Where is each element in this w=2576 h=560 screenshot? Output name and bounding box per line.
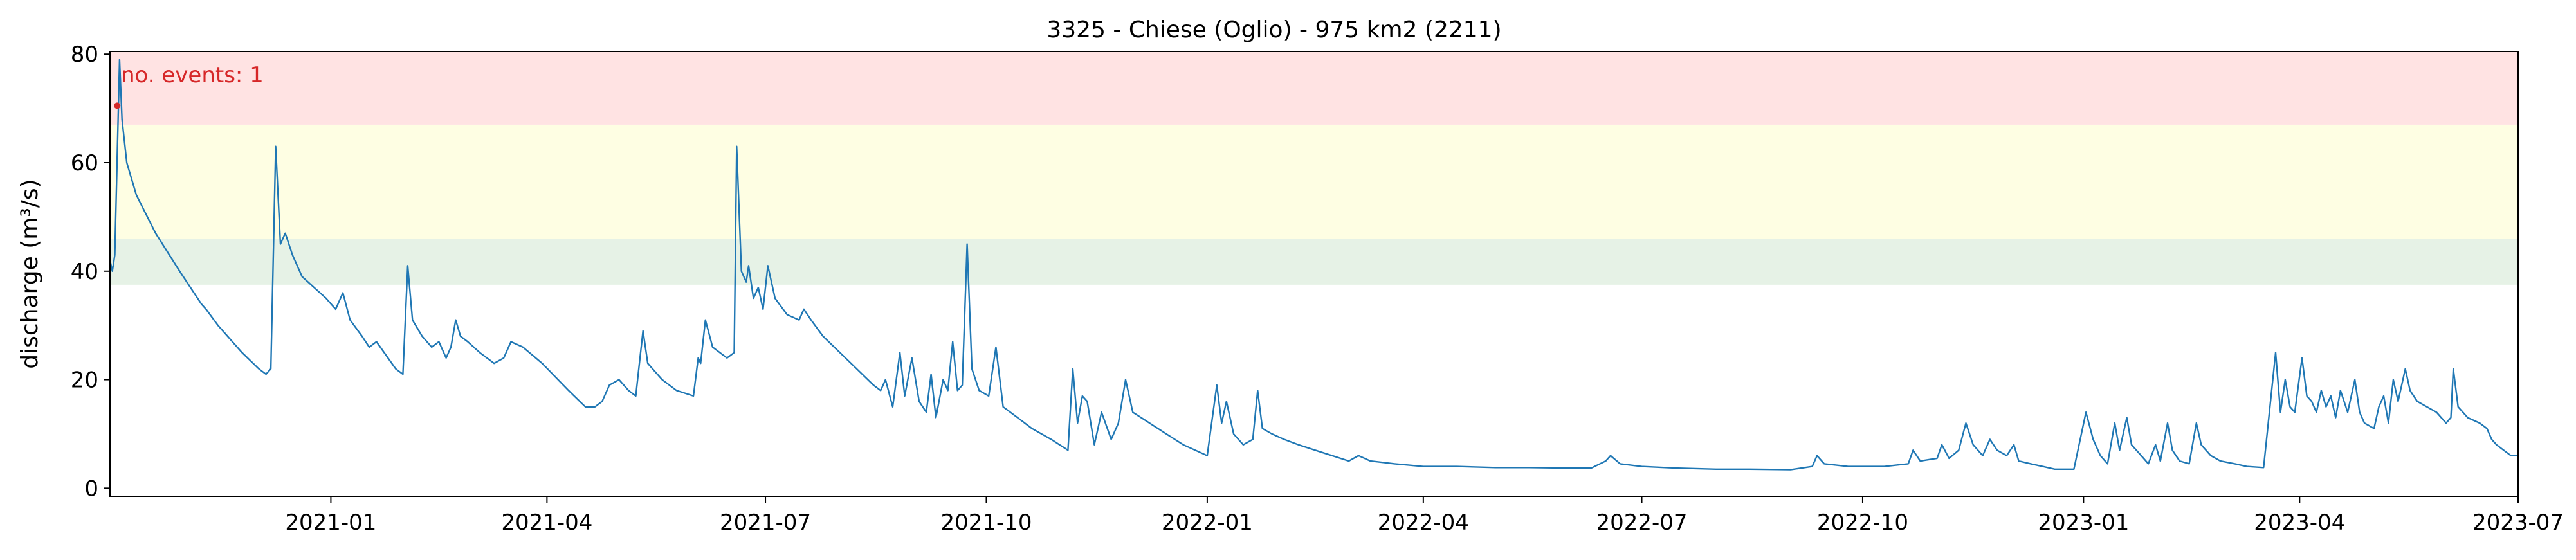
event-markers (114, 102, 121, 109)
threshold-band-0 (110, 239, 2518, 285)
x-axis: 2021-01 2021-04 2021-07 2021-10 2022-01 2022-… (285, 496, 2564, 536)
x-tick-label: 2023-04 (2254, 510, 2345, 536)
chart-title: 3325 - Chiese (Oglio) - 975 km2 (2211) (1046, 17, 1501, 43)
x-tick-label: 2023-07 (2472, 510, 2564, 536)
series-layer (109, 59, 2518, 471)
threshold-band-1 (110, 124, 2518, 239)
plot-frame (109, 51, 2519, 497)
x-tick-label: 2022-07 (1596, 510, 1687, 536)
x-tick-label: 2023-01 (2038, 510, 2129, 536)
y-tick-label: 20 (71, 368, 98, 393)
x-tick-label: 2021-04 (501, 510, 592, 536)
x-tick-label: 2022-04 (1378, 510, 1469, 536)
x-tick-label: 2022-01 (1162, 510, 1253, 536)
x-tick-label: 2022-10 (1817, 510, 1908, 536)
y-tick-label: 60 (71, 150, 98, 176)
threshold-bands (110, 51, 2518, 285)
y-tick-label: 0 (84, 476, 98, 501)
threshold-band-2 (110, 51, 2518, 125)
y-axis: 0 20 40 60 80 (71, 42, 110, 501)
y-axis-label: discharge (m³/s) (17, 179, 43, 368)
y-tick-label: 40 (71, 259, 98, 285)
event-marker (114, 102, 121, 109)
events-annotation: no. events: 1 (121, 62, 264, 88)
y-tick-label: 80 (71, 42, 98, 68)
series-line-0 (109, 59, 2518, 471)
x-tick-label: 2021-01 (285, 510, 376, 536)
x-tick-label: 2021-07 (720, 510, 811, 536)
x-tick-label: 2021-10 (940, 510, 1032, 536)
